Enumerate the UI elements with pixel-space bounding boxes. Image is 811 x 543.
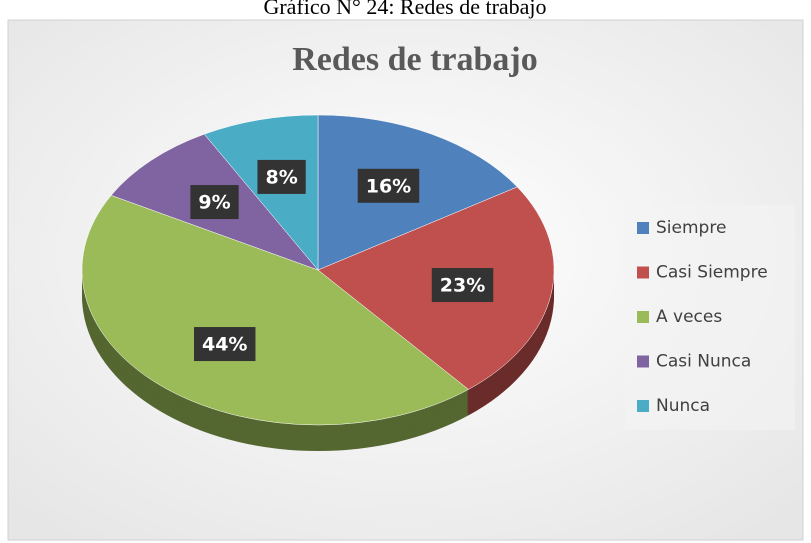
legend-swatch xyxy=(637,355,649,368)
legend-label: Nunca xyxy=(656,396,710,416)
legend-label: Casi Siempre xyxy=(656,263,768,283)
value-label-box xyxy=(190,185,239,220)
value-label-box xyxy=(431,268,494,303)
value-label: 44% xyxy=(202,334,247,356)
legend-swatch xyxy=(637,400,649,412)
legend-box xyxy=(625,205,795,430)
value-label: 16% xyxy=(366,175,411,197)
legend-label: A veces xyxy=(656,307,722,327)
value-label-box xyxy=(193,327,256,362)
chart-title: Redes de trabajo xyxy=(292,41,538,78)
legend-swatch xyxy=(637,222,649,234)
slice xyxy=(81,195,469,426)
value-label-box xyxy=(357,168,420,203)
value-label: 23% xyxy=(440,275,485,297)
legend-label: Casi Nunca xyxy=(656,352,751,372)
legend-label: Siempre xyxy=(656,218,726,238)
value-label: 8% xyxy=(265,166,297,188)
legend-swatch xyxy=(637,266,649,279)
caption: Gráfico N° 24: Redes de trabajo xyxy=(263,0,546,19)
value-label: 9% xyxy=(198,192,230,214)
legend-swatch xyxy=(637,311,649,323)
value-label-box xyxy=(257,159,306,194)
